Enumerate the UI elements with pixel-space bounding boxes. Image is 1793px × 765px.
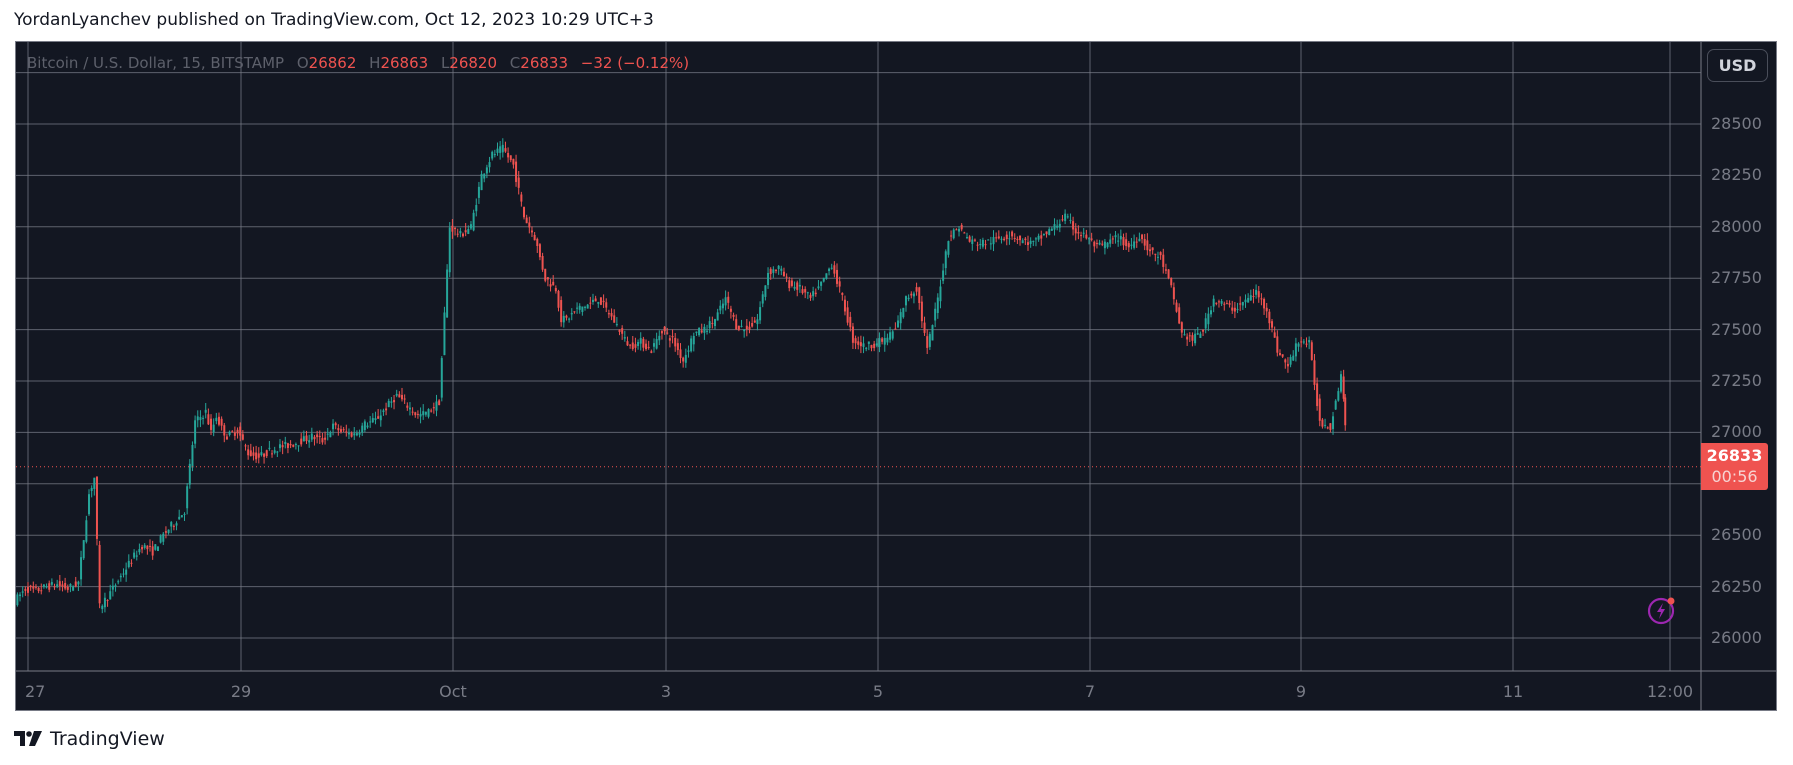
symbol-legend: Bitcoin / U.S. Dollar, 15, BITSTAMP O268… bbox=[27, 54, 689, 72]
time-axis-label: 7 bbox=[1084, 682, 1096, 701]
high-value: 26863 bbox=[380, 54, 429, 72]
time-axis-label: 29 bbox=[230, 682, 252, 701]
price-axis-label: 26250 bbox=[1711, 576, 1762, 596]
currency-button[interactable]: USD bbox=[1707, 49, 1768, 82]
published-by-text: YordanLyanchev published on TradingView.… bbox=[14, 10, 654, 30]
low-value: 26820 bbox=[449, 54, 498, 72]
time-axis-label: 12:00 bbox=[1646, 682, 1694, 701]
close-value: 26833 bbox=[520, 54, 568, 72]
price-axis-label: 26500 bbox=[1711, 525, 1762, 545]
lightning-alert-icon[interactable] bbox=[1646, 594, 1678, 626]
last-price-badge: 26833 00:56 bbox=[1701, 442, 1768, 490]
last-price-value: 26833 bbox=[1706, 445, 1763, 465]
chart-panel[interactable]: Bitcoin / U.S. Dollar, 15, BITSTAMP O268… bbox=[15, 41, 1777, 711]
time-axis-label: Oct bbox=[439, 682, 467, 701]
low-label: L bbox=[440, 54, 450, 72]
tradingview-brand-text: TradingView bbox=[50, 728, 165, 750]
symbol-name: Bitcoin / U.S. Dollar, 15, BITSTAMP bbox=[27, 54, 285, 72]
high-label: H bbox=[369, 54, 381, 72]
bar-countdown: 00:56 bbox=[1711, 466, 1758, 486]
time-axis-label: 5 bbox=[872, 682, 884, 701]
time-axis-label: 3 bbox=[660, 682, 672, 701]
price-axis-label: 26000 bbox=[1711, 628, 1762, 647]
time-axis-label: 9 bbox=[1295, 682, 1307, 701]
price-axis-label: 28250 bbox=[1711, 165, 1762, 185]
price-axis-label: 27000 bbox=[1711, 422, 1762, 442]
price-axis-label: 27250 bbox=[1711, 371, 1762, 390]
change-value: −32 (−0.12%) bbox=[580, 54, 690, 72]
tradingview-logo-icon bbox=[14, 731, 42, 746]
open-value: 26862 bbox=[308, 54, 357, 72]
price-axis-label: 27750 bbox=[1711, 268, 1762, 288]
open-label: O bbox=[296, 54, 309, 72]
time-axis-label: 27 bbox=[25, 682, 46, 701]
tradingview-logo[interactable]: TradingView bbox=[14, 728, 165, 750]
price-axis-label: 28000 bbox=[1711, 216, 1762, 236]
price-axis-label: 27500 bbox=[1711, 319, 1762, 339]
close-label: C bbox=[509, 54, 521, 72]
price-axis-label: 28500 bbox=[1711, 114, 1762, 133]
candlestick-plot[interactable] bbox=[16, 42, 1777, 711]
time-axis-label: 11 bbox=[1502, 682, 1524, 701]
